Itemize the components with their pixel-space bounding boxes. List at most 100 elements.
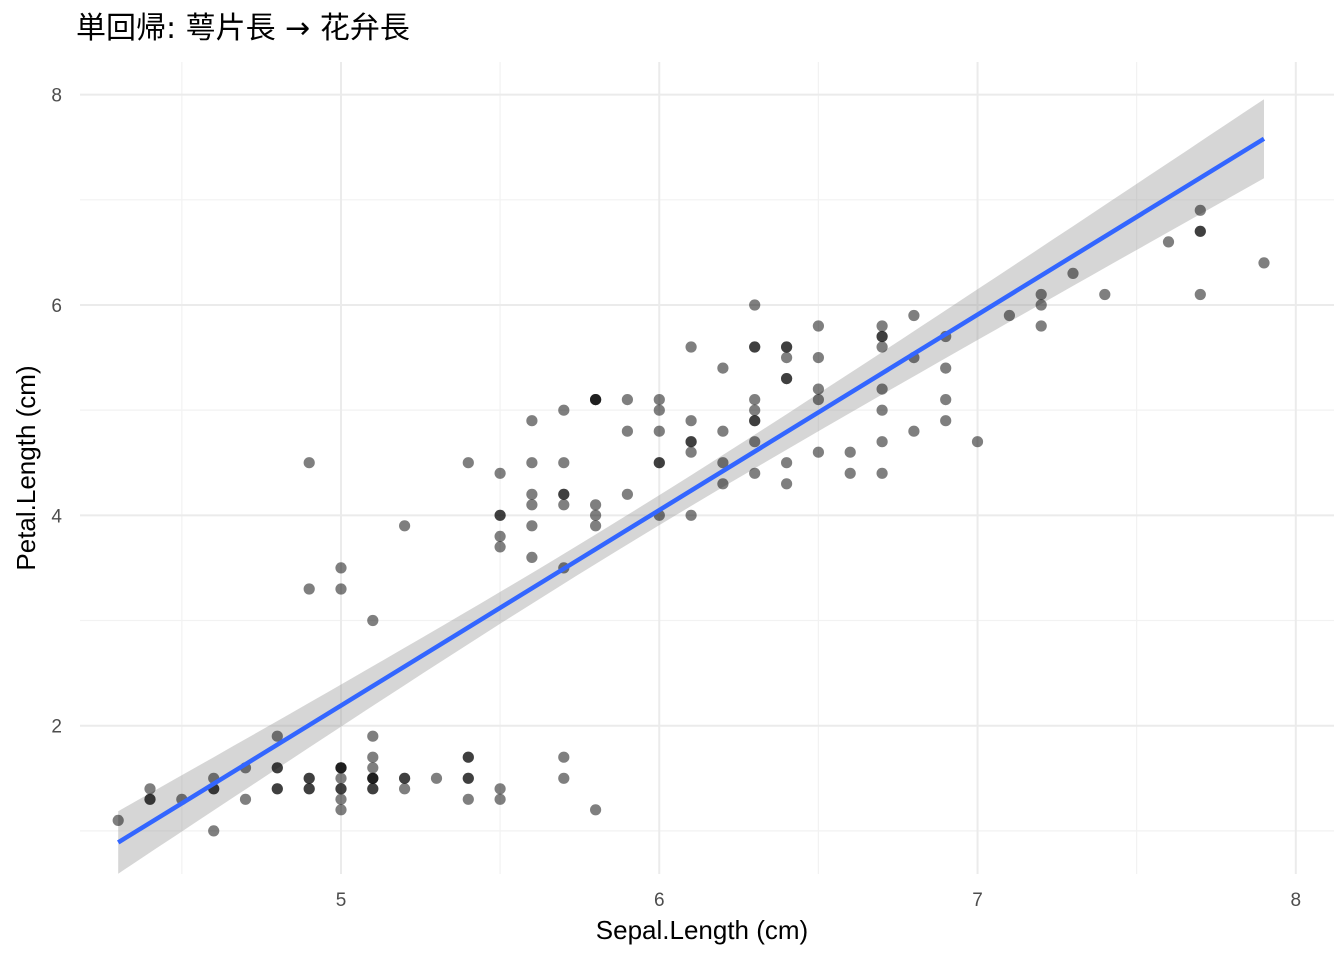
data-point — [303, 457, 315, 469]
data-point — [876, 404, 888, 416]
data-point — [399, 520, 411, 532]
data-point — [558, 499, 570, 511]
data-point — [494, 509, 506, 521]
data-point — [940, 394, 952, 406]
data-point — [303, 583, 315, 595]
data-point — [876, 341, 888, 353]
data-point — [367, 730, 379, 742]
data-point — [335, 804, 347, 816]
y-axis-title: Petal.Length (cm) — [11, 365, 41, 570]
x-axis-title: Sepal.Length (cm) — [596, 915, 808, 945]
data-point — [908, 309, 920, 322]
data-point — [1099, 288, 1111, 301]
y-tick-label: 6 — [51, 296, 62, 317]
data-point — [812, 320, 825, 332]
data-point — [940, 415, 952, 427]
data-point — [749, 415, 761, 427]
data-point — [558, 457, 570, 469]
chart-title: 単回帰: 萼片長 → 花弁長 — [76, 11, 410, 46]
data-point — [144, 793, 156, 805]
data-point — [494, 793, 506, 805]
data-point — [526, 488, 538, 500]
data-point — [112, 814, 124, 827]
data-point — [749, 394, 761, 406]
data-point — [558, 404, 570, 416]
data-point — [335, 562, 347, 574]
data-point — [239, 793, 252, 805]
data-point — [590, 804, 602, 816]
data-point — [717, 362, 729, 374]
data-point — [590, 499, 602, 511]
data-point — [526, 499, 538, 511]
data-point — [653, 457, 665, 469]
data-point — [685, 446, 697, 458]
data-point — [1067, 267, 1079, 279]
data-point — [1035, 320, 1047, 332]
confidence-band — [118, 99, 1265, 874]
data-point — [1194, 225, 1206, 237]
data-point — [494, 541, 506, 553]
data-point — [812, 352, 825, 364]
data-point — [781, 373, 793, 385]
data-point — [876, 467, 888, 479]
data-point — [844, 446, 856, 458]
data-point — [908, 425, 920, 437]
data-point — [876, 383, 888, 395]
data-point — [303, 772, 315, 784]
data-point — [526, 457, 538, 469]
data-point — [494, 783, 506, 795]
x-tick-label: 8 — [1291, 890, 1302, 911]
data-point — [717, 457, 729, 469]
data-point — [749, 436, 761, 448]
data-point — [367, 772, 379, 784]
data-point — [749, 404, 761, 416]
x-tick-label: 6 — [654, 890, 665, 911]
data-point — [1035, 299, 1047, 311]
data-point — [590, 509, 602, 521]
data-point — [1194, 288, 1206, 301]
data-point — [812, 383, 825, 395]
y-axis-tick-labels: 2 4 6 8 — [51, 86, 62, 738]
data-point — [717, 478, 729, 490]
data-point — [876, 320, 888, 332]
data-point — [1194, 204, 1206, 216]
data-point — [749, 341, 761, 353]
x-tick-label: 7 — [972, 890, 983, 911]
data-point — [621, 488, 634, 500]
data-point — [812, 394, 825, 406]
y-tick-label: 8 — [51, 86, 62, 107]
data-point — [271, 762, 283, 774]
minor-gridlines — [80, 62, 1334, 874]
data-point — [590, 520, 602, 532]
data-point — [558, 751, 570, 763]
data-point — [271, 730, 283, 742]
data-point — [749, 467, 761, 479]
data-point — [653, 404, 665, 416]
data-point — [494, 530, 506, 543]
data-point — [526, 415, 538, 427]
data-point — [685, 436, 697, 448]
data-point — [526, 551, 538, 564]
data-point — [940, 362, 952, 374]
confidence-band-area — [118, 99, 1265, 874]
data-point — [303, 783, 315, 795]
data-point — [271, 783, 283, 795]
data-point — [367, 751, 379, 763]
data-point — [494, 467, 506, 479]
data-point — [1003, 309, 1016, 322]
data-point — [717, 425, 729, 437]
x-tick-label: 5 — [336, 890, 347, 911]
data-point — [1035, 288, 1047, 301]
data-point — [558, 488, 570, 500]
data-point — [335, 762, 347, 774]
data-point — [621, 425, 634, 437]
data-point — [685, 415, 697, 427]
data-point — [462, 751, 474, 763]
data-point — [367, 762, 379, 774]
data-point — [812, 446, 825, 458]
data-point — [1162, 236, 1175, 248]
data-point — [685, 341, 697, 353]
data-point — [462, 793, 474, 805]
y-tick-label: 4 — [51, 506, 62, 527]
data-point — [144, 783, 156, 795]
